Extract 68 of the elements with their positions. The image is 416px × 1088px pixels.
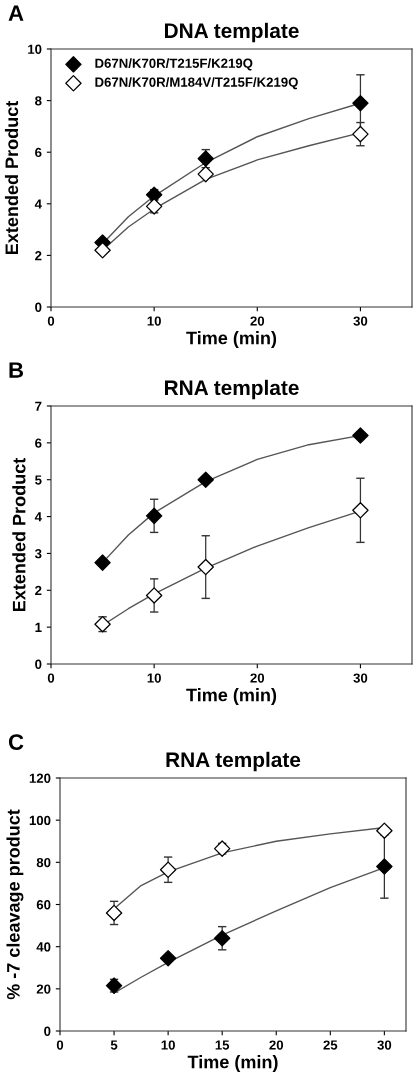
- point: [197, 558, 214, 576]
- text: A: [8, 5, 24, 21]
- point: [376, 858, 393, 875]
- chart-title: DNA template: [164, 22, 299, 43]
- y-axis-title: % -7 cleavage product: [6, 809, 24, 1000]
- point: [105, 977, 123, 994]
- x-tick-label: 15: [215, 1040, 230, 1050]
- y-tick-label: 4: [34, 199, 42, 209]
- x-axis-title: Time (min): [187, 1055, 278, 1072]
- point: [145, 198, 163, 215]
- x-tick-label: 0: [56, 1040, 64, 1050]
- x-tick-label: 10: [147, 316, 161, 326]
- y-tick-label: 80: [36, 857, 51, 868]
- x-tick-label: 5: [110, 1040, 118, 1050]
- point: [376, 822, 393, 839]
- point: [159, 950, 177, 967]
- x-axis-title: Time (min): [186, 688, 277, 705]
- y-tick-label: 5: [35, 475, 42, 485]
- y-axis-title: Extended Product: [4, 100, 19, 255]
- x-tick-label: 25: [323, 1040, 338, 1050]
- y-tick-label: 2: [35, 585, 42, 596]
- y-tick-label: 100: [29, 815, 51, 826]
- y-tick-label: 10: [28, 44, 42, 54]
- y-tick-label: 20: [36, 984, 51, 994]
- point: [352, 502, 369, 519]
- chart-title: RNA template: [166, 751, 301, 772]
- point: [197, 165, 214, 183]
- x-axis-title: Time (min): [186, 331, 277, 348]
- x-tick-label: 30: [377, 1040, 392, 1050]
- y-tick-label: 8: [35, 96, 42, 106]
- x-tick-label: 10: [161, 1040, 175, 1050]
- y-tick-label: 60: [36, 900, 51, 910]
- x-tick-label: 20: [250, 316, 265, 326]
- y-tick-label: 1: [35, 622, 42, 632]
- point: [352, 125, 369, 143]
- point: [105, 904, 123, 922]
- y-tick-label: 3: [34, 549, 42, 559]
- point: [352, 427, 369, 444]
- y-tick-label: 7: [35, 401, 42, 411]
- y-tick-label: 0: [35, 659, 42, 669]
- y-axis-title: Extended Product: [12, 457, 26, 612]
- point: [352, 94, 369, 112]
- y-tick-label: 0: [44, 1026, 51, 1036]
- x-tick-label: 30: [353, 673, 368, 683]
- x-tick-label: 10: [147, 673, 161, 683]
- y-tick-label: 4: [34, 512, 42, 522]
- legend-label: D67N/K70R/T215F/K219Q: [95, 58, 253, 71]
- chart-title: RNA template: [164, 379, 299, 400]
- y-tick-label: 6: [35, 147, 42, 158]
- x-tick-label: 20: [269, 1040, 284, 1050]
- point: [213, 840, 231, 857]
- point: [145, 587, 163, 604]
- y-tick-label: 40: [36, 942, 51, 952]
- point: [197, 471, 214, 488]
- y-tick-label: 120: [29, 773, 51, 783]
- y-tick-label: 2: [35, 250, 42, 261]
- y-tick-label: 0: [35, 302, 42, 312]
- x-tick-label: 20: [250, 673, 265, 683]
- point: [145, 507, 163, 525]
- x-tick-label: 30: [353, 316, 368, 326]
- text: B: [9, 362, 24, 378]
- point: [94, 242, 111, 259]
- point: [159, 861, 177, 878]
- y-tick-label: 6: [35, 438, 42, 448]
- point: [94, 554, 111, 571]
- legend-label: D67N/K70R/M184V/T215F/K219Q: [95, 77, 298, 90]
- text: C: [8, 734, 24, 750]
- point: [213, 930, 231, 947]
